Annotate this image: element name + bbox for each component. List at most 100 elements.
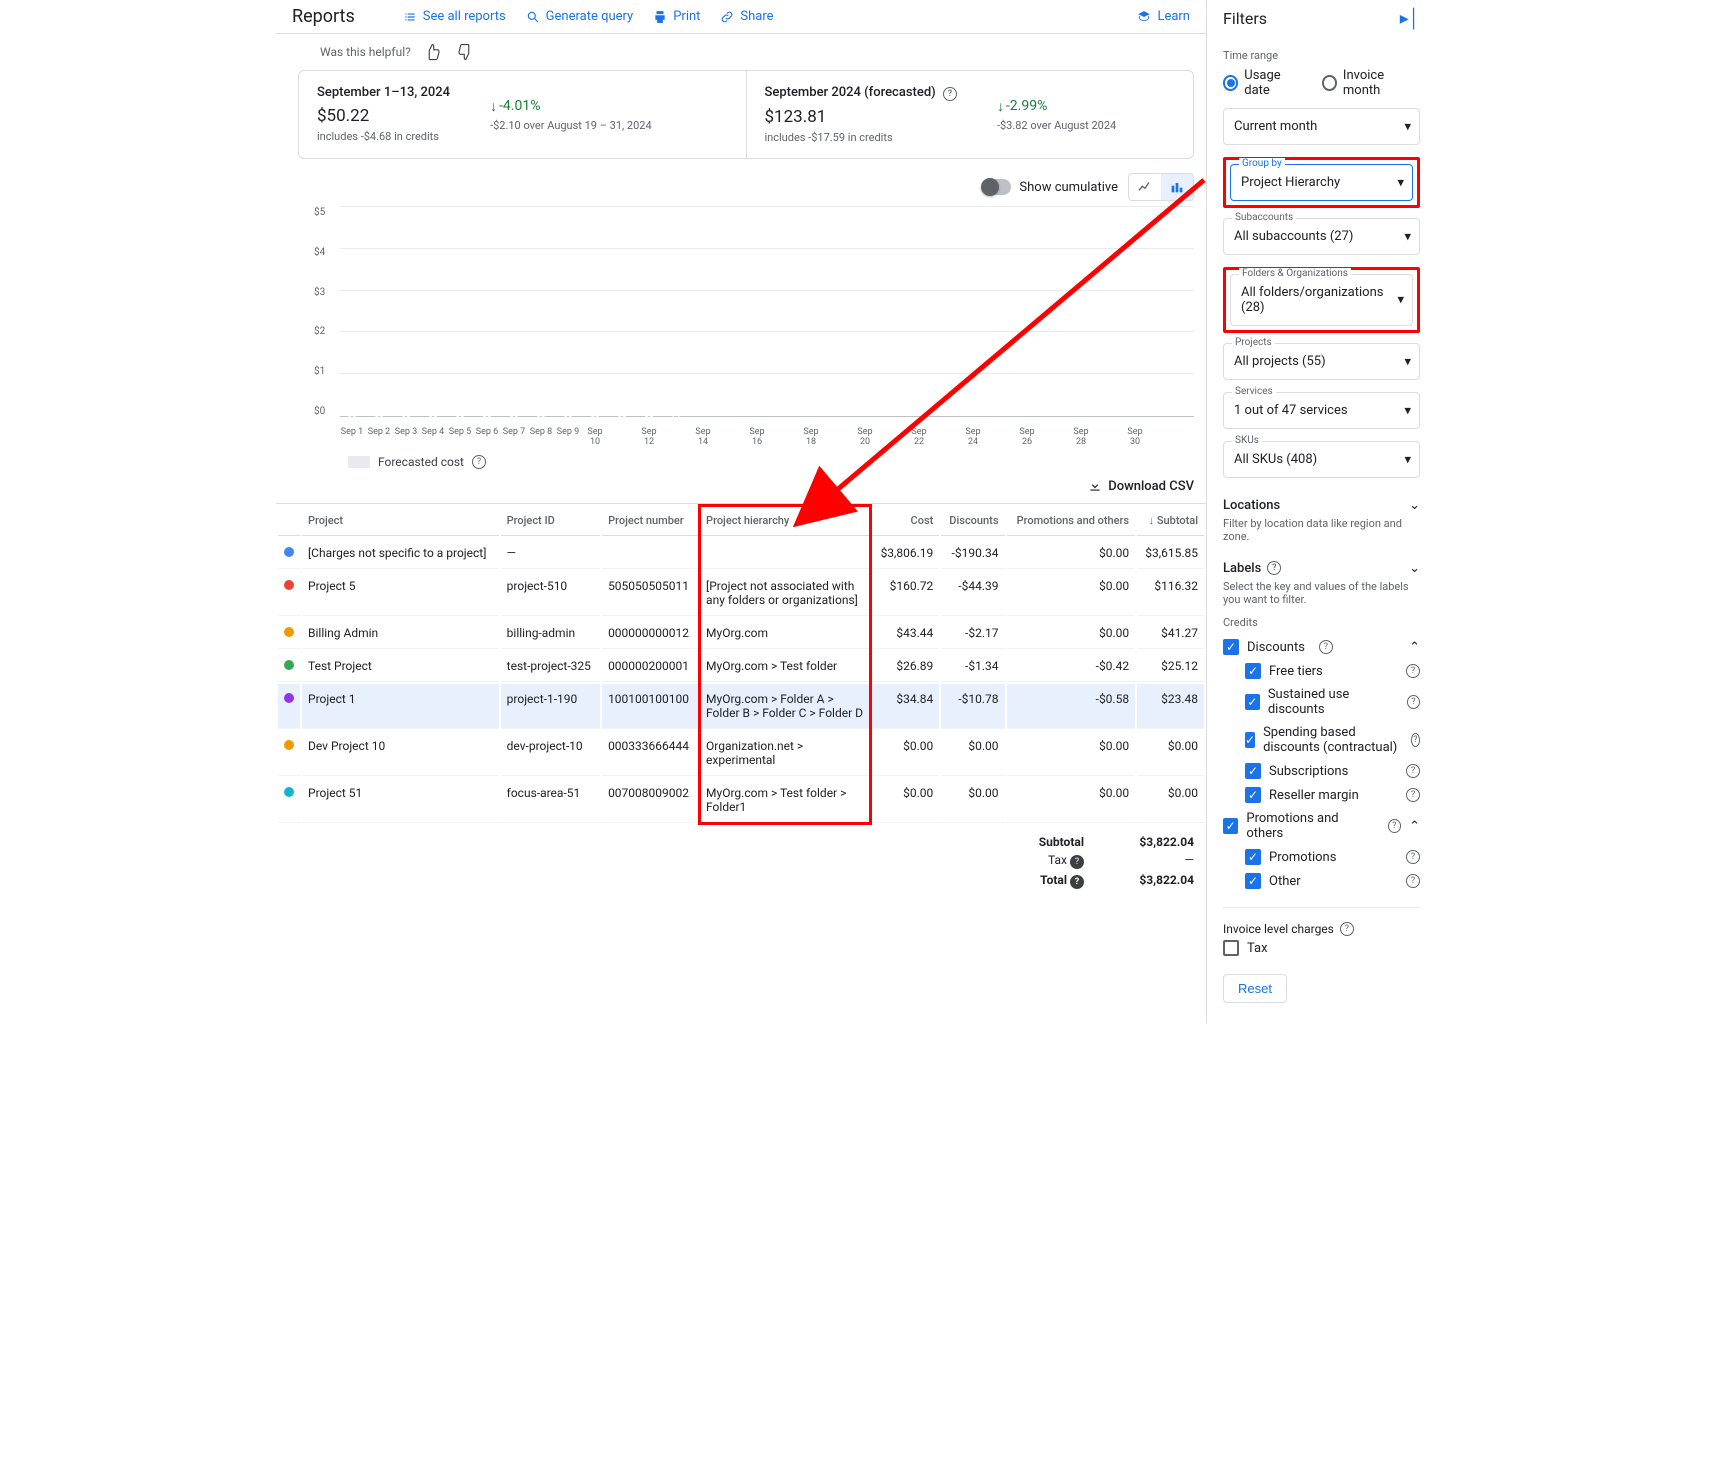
- col-cost[interactable]: Cost: [872, 506, 939, 536]
- help-icon[interactable]: ?: [1411, 733, 1420, 747]
- generate-query-link[interactable]: Generate query: [526, 9, 634, 24]
- cell-discounts: -$190.34: [941, 538, 1004, 569]
- caret-down-icon: ▾: [1397, 293, 1404, 308]
- help-icon[interactable]: ?: [1406, 664, 1420, 678]
- caret-down-icon: ▾: [1397, 175, 1404, 190]
- download-csv-button[interactable]: Download CSV: [1088, 479, 1194, 497]
- cell-discounts: $0.00: [941, 778, 1004, 823]
- cell-subtotal: $0.00: [1137, 778, 1204, 823]
- help-icon[interactable]: ?: [472, 455, 486, 469]
- cost-chart: $5$4$3$2$1$0 Sep 1Sep 2Sep 3Sep 4Sep 5Se…: [298, 207, 1194, 447]
- time-range-select[interactable]: Current month ▾: [1223, 108, 1420, 145]
- col-discounts[interactable]: Discounts: [941, 506, 1004, 536]
- services-select[interactable]: Services 1 out of 47 services ▾: [1223, 392, 1420, 429]
- cell-promo: $0.00: [1007, 571, 1136, 616]
- totals-row: Tax ?—: [1004, 853, 1194, 869]
- chevron-down-icon: ⌄: [1409, 561, 1420, 576]
- free-tiers-checkbox[interactable]: ✓Free tiers ?: [1223, 659, 1420, 683]
- thumbs-up-icon[interactable]: [423, 42, 443, 62]
- col-project-number[interactable]: Project number: [602, 506, 698, 536]
- promo-others-checkbox[interactable]: ✓Promotions and others ? ⌃: [1223, 807, 1420, 845]
- cell-promo: $0.00: [1007, 618, 1136, 649]
- col-subtotal[interactable]: ↓ Subtotal: [1137, 506, 1204, 536]
- help-icon[interactable]: ?: [1406, 874, 1420, 888]
- col-project-id[interactable]: Project ID: [501, 506, 600, 536]
- helpful-row: Was this helpful?: [276, 34, 1206, 70]
- other-checkbox[interactable]: ✓Other ?: [1223, 869, 1420, 893]
- cell-subtotal: $23.48: [1137, 684, 1204, 729]
- col-project-hierarchy[interactable]: Project hierarchy: [700, 506, 870, 536]
- cell-project-id: —: [501, 538, 600, 569]
- collapse-icon[interactable]: ▸│: [1400, 8, 1420, 29]
- learn-link[interactable]: Learn: [1137, 9, 1190, 24]
- locations-expand[interactable]: Locations ⌄: [1223, 490, 1420, 517]
- reseller-checkbox[interactable]: ✓Reseller margin ?: [1223, 783, 1420, 807]
- cell-promo: -$0.42: [1007, 651, 1136, 682]
- col-project[interactable]: Project: [302, 506, 499, 536]
- cell-cost: $26.89: [872, 651, 939, 682]
- help-icon[interactable]: ?: [1388, 819, 1402, 833]
- subaccounts-select[interactable]: Subaccounts All subaccounts (27) ▾: [1223, 218, 1420, 255]
- share-link[interactable]: Share: [720, 9, 773, 24]
- folders-select[interactable]: Folders & Organizations All folders/orga…: [1230, 274, 1413, 326]
- table-row[interactable]: Test Project test-project-325 0000002000…: [278, 651, 1204, 682]
- chart-controls: Show cumulative: [276, 173, 1206, 207]
- forecast-swatch: [348, 456, 370, 468]
- reset-button[interactable]: Reset: [1223, 974, 1287, 1003]
- annotation-redbox-groupby: Group by Project Hierarchy ▾: [1223, 157, 1420, 208]
- help-icon[interactable]: ?: [1406, 850, 1420, 864]
- totals-block: Subtotal$3,822.04Tax ?—Total ?$3,822.04: [276, 825, 1206, 909]
- subscriptions-checkbox[interactable]: ✓Subscriptions ?: [1223, 759, 1420, 783]
- spending-checkbox[interactable]: ✓Spending based discounts (contractual) …: [1223, 721, 1420, 759]
- card-delta-sub: -$2.10 over August 19 – 31, 2024: [490, 119, 652, 132]
- line-view-button[interactable]: [1129, 174, 1161, 200]
- cell-project-num: 000333666444: [602, 731, 698, 776]
- projects-select[interactable]: Projects All projects (55) ▾: [1223, 343, 1420, 380]
- table-row[interactable]: [Charges not specific to a project] — $3…: [278, 538, 1204, 569]
- table-row[interactable]: Dev Project 10 dev-project-10 0003336664…: [278, 731, 1204, 776]
- tax-checkbox[interactable]: Tax: [1223, 936, 1420, 960]
- chevron-up-icon: ⌃: [1409, 640, 1420, 655]
- col-promo[interactable]: Promotions and others: [1007, 506, 1136, 536]
- summary-card-forecast: September 2024 (forecasted) ? $123.81 in…: [746, 71, 1194, 158]
- cell-project: Project 1: [302, 684, 499, 729]
- help-icon[interactable]: ?: [1267, 561, 1281, 575]
- help-icon[interactable]: ?: [943, 87, 957, 101]
- help-icon[interactable]: ?: [1407, 695, 1420, 709]
- card-delta-sub: -$3.82 over August 2024: [997, 119, 1116, 132]
- bar-view-button[interactable]: [1161, 174, 1193, 200]
- help-icon[interactable]: ?: [1319, 640, 1333, 654]
- help-icon[interactable]: ?: [1340, 922, 1354, 936]
- print-link[interactable]: Print: [653, 9, 700, 24]
- cell-project: Billing Admin: [302, 618, 499, 649]
- cell-project-id: project-510: [501, 571, 600, 616]
- see-all-reports-link[interactable]: See all reports: [403, 9, 506, 24]
- cell-cost: $34.84: [872, 684, 939, 729]
- table-row[interactable]: Project 51 focus-area-51 007008009002 My…: [278, 778, 1204, 823]
- chevron-down-icon: ⌄: [1409, 498, 1420, 513]
- promotions-checkbox[interactable]: ✓Promotions ?: [1223, 845, 1420, 869]
- invoice-month-radio[interactable]: Invoice month: [1322, 68, 1420, 98]
- table-row[interactable]: Project 5 project-510 505050505011 [Proj…: [278, 571, 1204, 616]
- help-icon[interactable]: ?: [1070, 875, 1084, 889]
- help-icon[interactable]: ?: [1406, 764, 1420, 778]
- cumulative-toggle[interactable]: Show cumulative: [983, 179, 1118, 195]
- thumbs-down-icon[interactable]: [455, 42, 475, 62]
- skus-select[interactable]: SKUs All SKUs (408) ▾: [1223, 441, 1420, 478]
- cell-project-num: 000000000012: [602, 618, 698, 649]
- group-by-select[interactable]: Group by Project Hierarchy ▾: [1230, 164, 1413, 201]
- table-row[interactable]: Project 1 project-1-190 100100100100 MyO…: [278, 684, 1204, 729]
- table-row[interactable]: Billing Admin billing-admin 000000000012…: [278, 618, 1204, 649]
- cell-subtotal: $116.32: [1137, 571, 1204, 616]
- card-period: September 2024 (forecasted) ?: [765, 85, 957, 101]
- chart-view-switch: [1128, 173, 1194, 201]
- cell-subtotal: $25.12: [1137, 651, 1204, 682]
- help-icon[interactable]: ?: [1406, 788, 1420, 802]
- cell-subtotal: $0.00: [1137, 731, 1204, 776]
- usage-date-radio[interactable]: Usage date: [1223, 68, 1306, 98]
- help-icon[interactable]: ?: [1070, 855, 1084, 869]
- caret-down-icon: ▾: [1404, 403, 1411, 418]
- discounts-checkbox[interactable]: ✓Discounts ? ⌃: [1223, 635, 1420, 659]
- sustained-checkbox[interactable]: ✓Sustained use discounts ?: [1223, 683, 1420, 721]
- labels-expand[interactable]: Labels ? ⌄: [1223, 553, 1420, 580]
